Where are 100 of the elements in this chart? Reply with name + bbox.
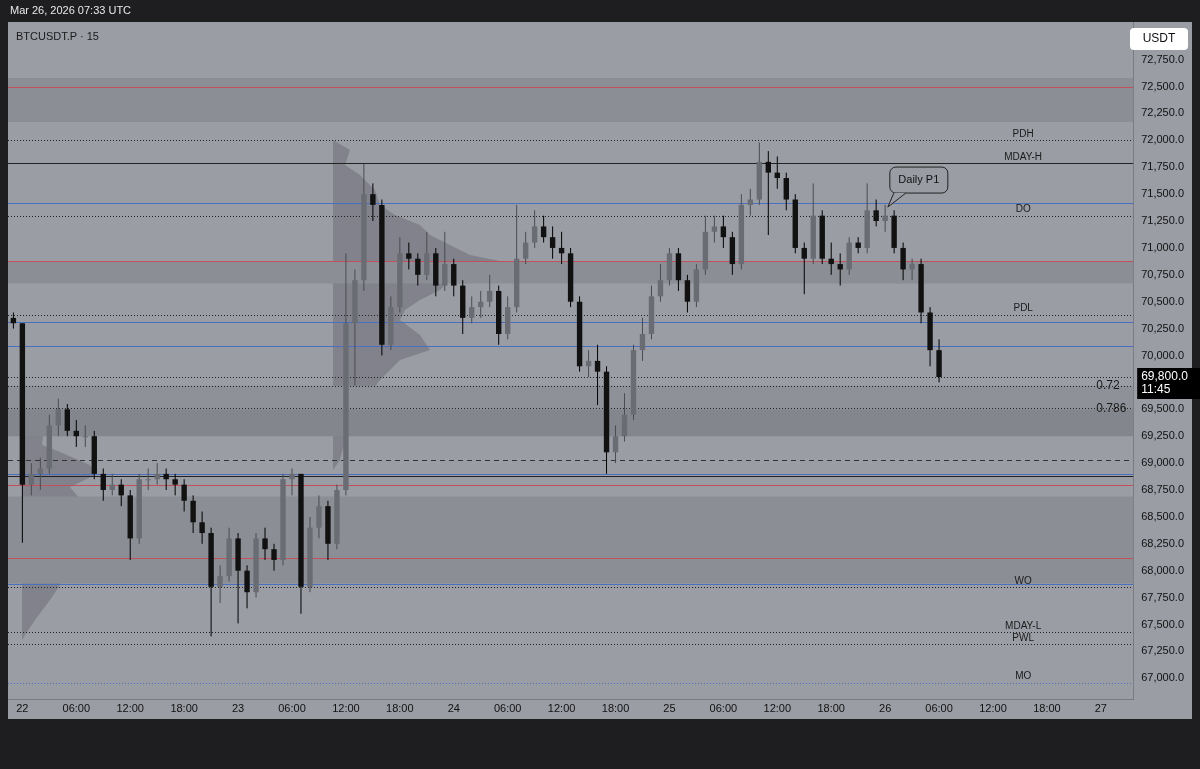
candlestick [684,274,691,313]
text: 11:45 [1141,382,1171,397]
candlestick [442,231,448,292]
y-tick-label: 67,500.0 [1141,617,1185,630]
y-tick-label: 72,500.0 [1141,79,1185,92]
candlestick [145,467,151,491]
candlestick [199,511,205,545]
candlestick [783,172,789,211]
y-tick-label: 71,000.0 [1141,240,1185,253]
x-tick-label: 18:00 [386,702,414,715]
y-tick-label: 70,750.0 [1141,267,1185,280]
ref-line-label: PWL [1012,631,1035,643]
candlestick [801,242,807,295]
x-tick-label: 06:00 [62,702,91,715]
candlestick [406,242,412,270]
annotation: 0.72 [1096,377,1121,392]
candlestick [612,424,619,464]
y-tick-label: 70,000.0 [1141,348,1185,361]
candlestick [181,478,187,513]
x-tick-label: 12:00 [116,702,144,715]
y-tick-label: 70,250.0 [1141,321,1185,334]
candlestick [720,215,727,249]
y-tick-label: 70,500.0 [1141,294,1185,307]
x-tick-label: 23 [231,702,245,715]
candlestick [469,295,475,324]
text: USDT [1142,31,1176,46]
candlestick [64,403,71,437]
candlestick [657,263,664,303]
ref-line-label: 69,800.0 [1141,369,1189,384]
ref-line-label: WO [1014,574,1033,586]
candlestick [549,225,556,260]
ref-line-label: PDH [1012,128,1034,140]
candlestick [262,527,268,561]
x-tick-label: 18:00 [170,702,198,715]
candlestick [82,424,88,448]
y-tick-label: 68,250.0 [1141,536,1185,549]
candlestick [594,344,601,406]
candlestick [217,564,223,604]
y-tick-label: 71,250.0 [1141,214,1185,227]
y-tick-label: 68,750.0 [1141,483,1185,496]
candlestick [37,457,44,491]
candlestick [28,462,35,496]
candlestick [244,564,250,609]
candlestick [909,258,915,281]
candlestick [154,462,160,486]
x-tick-label: 18:00 [1033,702,1061,715]
candlestick [873,199,879,227]
candlestick [765,150,771,236]
candlestick [55,398,62,437]
y-tick-label: 67,750.0 [1141,590,1185,603]
candlestick [540,215,547,244]
text: Mar 26, 2026 07:33 UTC [10,4,132,17]
candlestick [163,467,169,491]
y-tick-label: 71,750.0 [1141,160,1185,173]
candlestick [190,494,196,534]
candlestick [289,467,295,496]
ref-line-label: MDAY-L [1005,619,1042,631]
y-tick-label: 69,000.0 [1141,456,1185,469]
x-tick-label: 18:00 [817,702,845,715]
candlestick [639,317,646,362]
candlestick [711,215,718,244]
y-tick-label: 68,500.0 [1141,509,1185,522]
y-tick-label: 72,000.0 [1141,133,1185,146]
annotation: Daily P1 [898,173,940,186]
candlestick [271,543,277,572]
x-tick-label: 18:00 [601,702,630,715]
y-tick-label: 69,500.0 [1141,402,1185,415]
candlestick [100,467,106,502]
x-tick-label: 22 [16,702,29,715]
candlestick [531,209,538,249]
x-tick-label: 27 [1094,702,1107,715]
y-tick-label: 69,250.0 [1141,429,1185,442]
x-tick-label: 06:00 [278,702,306,715]
candlestick [172,473,178,496]
y-tick-label: 71,500.0 [1141,187,1185,200]
x-tick-label: 12:00 [979,702,1007,715]
candlestick [415,252,421,287]
y-tick-label: 72,250.0 [1141,106,1185,119]
y-tick-label: 68,000.0 [1141,563,1185,576]
x-tick-label: 26 [879,702,892,715]
x-tick-label: 06:00 [709,702,738,715]
ref-line-label: DO [1015,203,1031,215]
x-tick-label: 12:00 [332,702,360,715]
candlestick [900,242,906,281]
candlestick [451,258,457,297]
ref-line-label: MDAY-H [1004,150,1043,162]
text: BTCUSDT.P · 15 [16,30,99,43]
candlestick [316,494,322,539]
candlestick [882,204,888,233]
ref-line-label: MO [1015,670,1032,682]
x-tick-label: 06:00 [925,702,953,715]
candlestick [370,182,376,222]
annotation: 0.786 [1096,400,1127,415]
y-tick-label: 72,750.0 [1141,52,1185,65]
y-tick-label: 67,000.0 [1141,671,1185,684]
x-tick-label: 12:00 [763,702,792,715]
x-tick-label: 24 [447,702,460,715]
candlestick [621,392,628,443]
candlestick [487,274,493,308]
x-tick-label: 25 [663,702,676,715]
